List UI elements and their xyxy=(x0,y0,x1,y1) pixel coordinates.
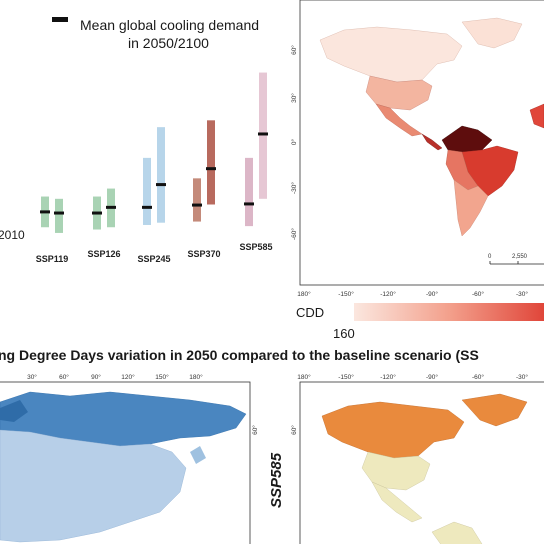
map-top-lat-tick-2: 0° xyxy=(290,138,298,145)
legend-text: Mean global cooling demand in 2050/2100 xyxy=(80,16,259,52)
map-americas-cdd: 60° 30° 0° -30° -60° 180° -150° -120° -90° -60° -… xyxy=(290,0,544,298)
panel-title: ng Degree Days variation in 2050 compare… xyxy=(0,347,479,363)
map-top-lon-tick-1: -150° xyxy=(338,290,354,298)
map-canada xyxy=(319,26,463,83)
row-label-ssp585: SSP585 xyxy=(268,452,285,508)
mean-marker-SSP585-2100 xyxy=(258,132,268,136)
map-br-lon-tick-0: 180° xyxy=(297,373,311,381)
map-southern-cone xyxy=(453,179,489,237)
x-label-SSP370: SSP370 xyxy=(187,249,220,259)
cdd-label: CDD xyxy=(296,305,325,320)
map-br-lon-tick-5: -30° xyxy=(516,373,528,381)
map-eurasia: 30° 60° 90° 120° 150° 180° 60° xyxy=(0,373,259,544)
scale-0: 0 xyxy=(488,254,492,260)
mean-marker-SSP370-2100 xyxy=(206,167,216,171)
mean-marker-SSP585-2050 xyxy=(244,202,254,206)
map-br-lon-tick-2: -120° xyxy=(380,373,396,381)
mean-marker-SSP370-2050 xyxy=(192,203,202,207)
map-top-lat-tick-0: 60° xyxy=(290,45,298,55)
map-bl-lon-tick-4: 150° xyxy=(155,373,169,381)
map-bl-lat-tick-0: 60° xyxy=(251,425,259,435)
mean-marker-SSP245-2100 xyxy=(156,183,166,187)
bar-SSP585-2050 xyxy=(245,157,253,227)
map-br-lon-tick-4: -60° xyxy=(472,373,484,381)
bar-SSP245-2050 xyxy=(143,157,151,225)
map-br-lat-tick-0: 60° xyxy=(290,425,298,435)
map-central-america xyxy=(421,133,443,151)
cdd-colorbar xyxy=(354,303,544,321)
map-top-lon-tick-4: -60° xyxy=(472,290,484,298)
map-usa xyxy=(365,75,433,111)
bar-SSP370-2100 xyxy=(207,120,215,205)
map-top-lon-tick-0: 180° xyxy=(297,290,311,298)
map-americas-ssp585: 180° -150° -120° -90° -60° -30° 60° xyxy=(290,373,544,544)
map-top-lon-tick-3: -90° xyxy=(426,290,438,298)
legend-line-1: Mean global cooling demand xyxy=(80,17,260,33)
bar-SSP245-2100 xyxy=(157,127,165,223)
bar-SSP370-2050 xyxy=(193,178,201,222)
cdd-min: 160 xyxy=(333,326,355,341)
map-asia xyxy=(0,429,187,543)
map-greenland xyxy=(461,17,523,49)
cooling-demand-chart: SSP119 SSP126 SSP245 SSP370 SSP585 xyxy=(36,72,273,264)
map-south-america-585 xyxy=(431,521,483,544)
map-top-lon-tick-5: -30° xyxy=(516,290,528,298)
map-bl-lon-tick-2: 90° xyxy=(91,373,101,381)
map-br-lon-tick-1: -150° xyxy=(338,373,354,381)
mean-marker-SSP126-2050 xyxy=(92,211,102,215)
map-mexico-585 xyxy=(371,481,423,523)
x-label-SSP119: SSP119 xyxy=(36,254,69,264)
legend-line-2: in 2050/2100 xyxy=(128,35,209,51)
x-label-SSP245: SSP245 xyxy=(137,254,170,264)
mean-marker-SSP119-2100 xyxy=(54,211,64,215)
map-top-lon-tick-2: -120° xyxy=(380,290,396,298)
map-edge-africa xyxy=(529,103,544,129)
map-japan xyxy=(190,446,206,464)
map-top-lat-tick-1: 30° xyxy=(290,93,298,103)
map-usa-585 xyxy=(361,451,431,491)
map-bl-lon-tick-0: 30° xyxy=(27,373,37,381)
bar-SSP585-2100 xyxy=(259,72,267,199)
legend-mean-key xyxy=(52,17,68,22)
mean-marker-SSP245-2050 xyxy=(142,205,152,209)
scale-2550: 2,550 xyxy=(512,254,528,260)
map-bl-lon-tick-3: 120° xyxy=(121,373,135,381)
map-scandinavia xyxy=(0,400,28,422)
map-greenland-585 xyxy=(461,393,528,427)
map-br-lon-tick-3: -90° xyxy=(426,373,438,381)
map-bl-lon-tick-5: 180° xyxy=(189,373,203,381)
map-bl-lon-tick-1: 60° xyxy=(59,373,69,381)
map-top-lat-tick-4: -60° xyxy=(290,228,298,240)
map-top-lat-tick-3: -30° xyxy=(290,182,298,194)
map-canada-585 xyxy=(321,401,465,459)
mean-marker-SSP126-2100 xyxy=(106,205,116,209)
mean-marker-SSP119-2050 xyxy=(40,210,50,214)
x-label-SSP126: SSP126 xyxy=(87,249,120,259)
bar-SSP119-2100 xyxy=(55,198,63,233)
x-label-SSP585: SSP585 xyxy=(239,242,272,252)
axis-label-2010: 2010 xyxy=(0,228,25,242)
